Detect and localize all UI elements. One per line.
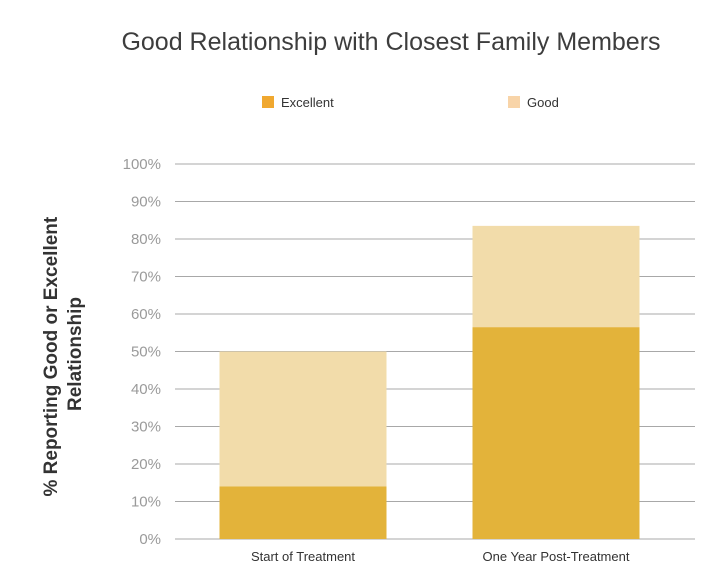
bar-excellent bbox=[219, 486, 387, 539]
chart-title: Good Relationship with Closest Family Me… bbox=[121, 28, 660, 56]
bars bbox=[219, 225, 640, 539]
x-category-label: One Year Post-Treatment bbox=[483, 549, 630, 564]
y-tick-label: 60% bbox=[131, 306, 161, 323]
legend-swatch bbox=[508, 96, 520, 108]
y-tick-label: 30% bbox=[131, 419, 161, 436]
legend: Excellent Good bbox=[262, 95, 559, 110]
y-axis-ticks: 0% 10% 20% 30% 40% 50% 60% 70% 80% 90% 100% bbox=[123, 156, 161, 548]
y-tick-label: 40% bbox=[131, 381, 161, 398]
x-axis-categories: Start of Treatment One Year Post-Treatmen… bbox=[251, 549, 630, 564]
y-tick-label: 80% bbox=[131, 231, 161, 248]
y-axis-title-line-1: % Reporting Good or Excellent bbox=[41, 216, 62, 496]
y-tick-label: 70% bbox=[131, 269, 161, 286]
y-tick-label: 20% bbox=[131, 456, 161, 473]
x-category-label: Start of Treatment bbox=[251, 549, 355, 564]
y-axis-title-line-2: Relationship bbox=[65, 297, 86, 411]
y-tick-label: 50% bbox=[131, 344, 161, 361]
y-tick-label: 10% bbox=[131, 494, 161, 511]
y-tick-label: 100% bbox=[123, 156, 161, 173]
legend-label: Excellent bbox=[281, 95, 334, 110]
y-tick-label: 0% bbox=[139, 531, 161, 548]
y-axis-title: % Reporting Good or Excellent Relationsh… bbox=[41, 211, 86, 496]
bar-excellent bbox=[472, 327, 640, 539]
legend-swatch bbox=[262, 96, 274, 108]
legend-label: Good bbox=[527, 95, 559, 110]
bar-good bbox=[472, 225, 640, 328]
y-tick-label: 90% bbox=[131, 194, 161, 211]
bar-good bbox=[219, 351, 387, 487]
